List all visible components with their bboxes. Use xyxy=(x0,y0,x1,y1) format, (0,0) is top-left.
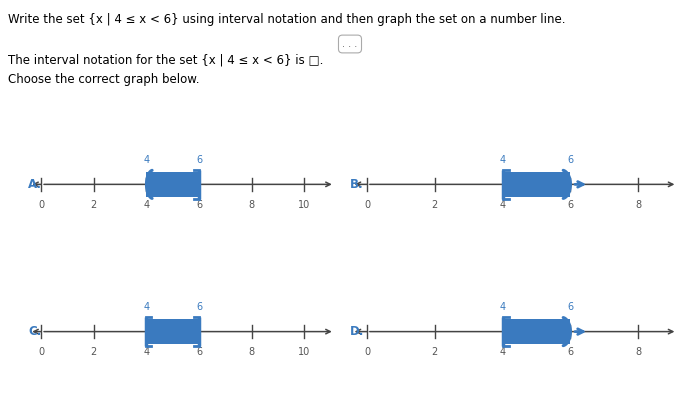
Text: 6: 6 xyxy=(196,348,202,357)
Text: B.: B. xyxy=(350,178,363,191)
Text: 10: 10 xyxy=(298,348,311,357)
Text: 6: 6 xyxy=(568,200,573,210)
Text: 8: 8 xyxy=(635,200,641,210)
Text: 4: 4 xyxy=(144,348,150,357)
Text: 6: 6 xyxy=(568,348,573,357)
Text: The interval notation for the set {x | 4 ≤ x < 6} is □.: The interval notation for the set {x | 4… xyxy=(8,53,323,66)
Text: 6: 6 xyxy=(196,302,202,312)
Text: 6: 6 xyxy=(568,302,573,312)
Text: 0: 0 xyxy=(38,200,44,210)
Text: 4: 4 xyxy=(500,155,505,165)
Text: 6: 6 xyxy=(568,155,573,165)
Text: 10: 10 xyxy=(298,200,311,210)
Text: C.: C. xyxy=(28,325,41,338)
Text: 8: 8 xyxy=(248,200,255,210)
Text: 2: 2 xyxy=(432,200,438,210)
Text: A.: A. xyxy=(28,178,42,191)
Text: 4: 4 xyxy=(500,200,505,210)
Text: 4: 4 xyxy=(144,155,150,165)
Text: 0: 0 xyxy=(38,348,44,357)
Text: Write the set {x | 4 ≤ x < 6} using interval notation and then graph the set on : Write the set {x | 4 ≤ x < 6} using inte… xyxy=(8,13,566,26)
Text: 4: 4 xyxy=(144,302,150,312)
Text: 2: 2 xyxy=(91,348,97,357)
Text: D.: D. xyxy=(350,325,365,338)
Text: 6: 6 xyxy=(196,200,202,210)
Text: 0: 0 xyxy=(364,200,370,210)
Text: 2: 2 xyxy=(91,200,97,210)
Text: Choose the correct graph below.: Choose the correct graph below. xyxy=(8,73,199,86)
Text: 6: 6 xyxy=(196,155,202,165)
Text: 2: 2 xyxy=(432,348,438,357)
Text: 8: 8 xyxy=(248,348,255,357)
Text: 4: 4 xyxy=(500,348,505,357)
Text: . . .: . . . xyxy=(342,39,358,49)
Text: 0: 0 xyxy=(364,348,370,357)
Text: 8: 8 xyxy=(635,348,641,357)
Text: 4: 4 xyxy=(144,200,150,210)
Text: 4: 4 xyxy=(500,302,505,312)
